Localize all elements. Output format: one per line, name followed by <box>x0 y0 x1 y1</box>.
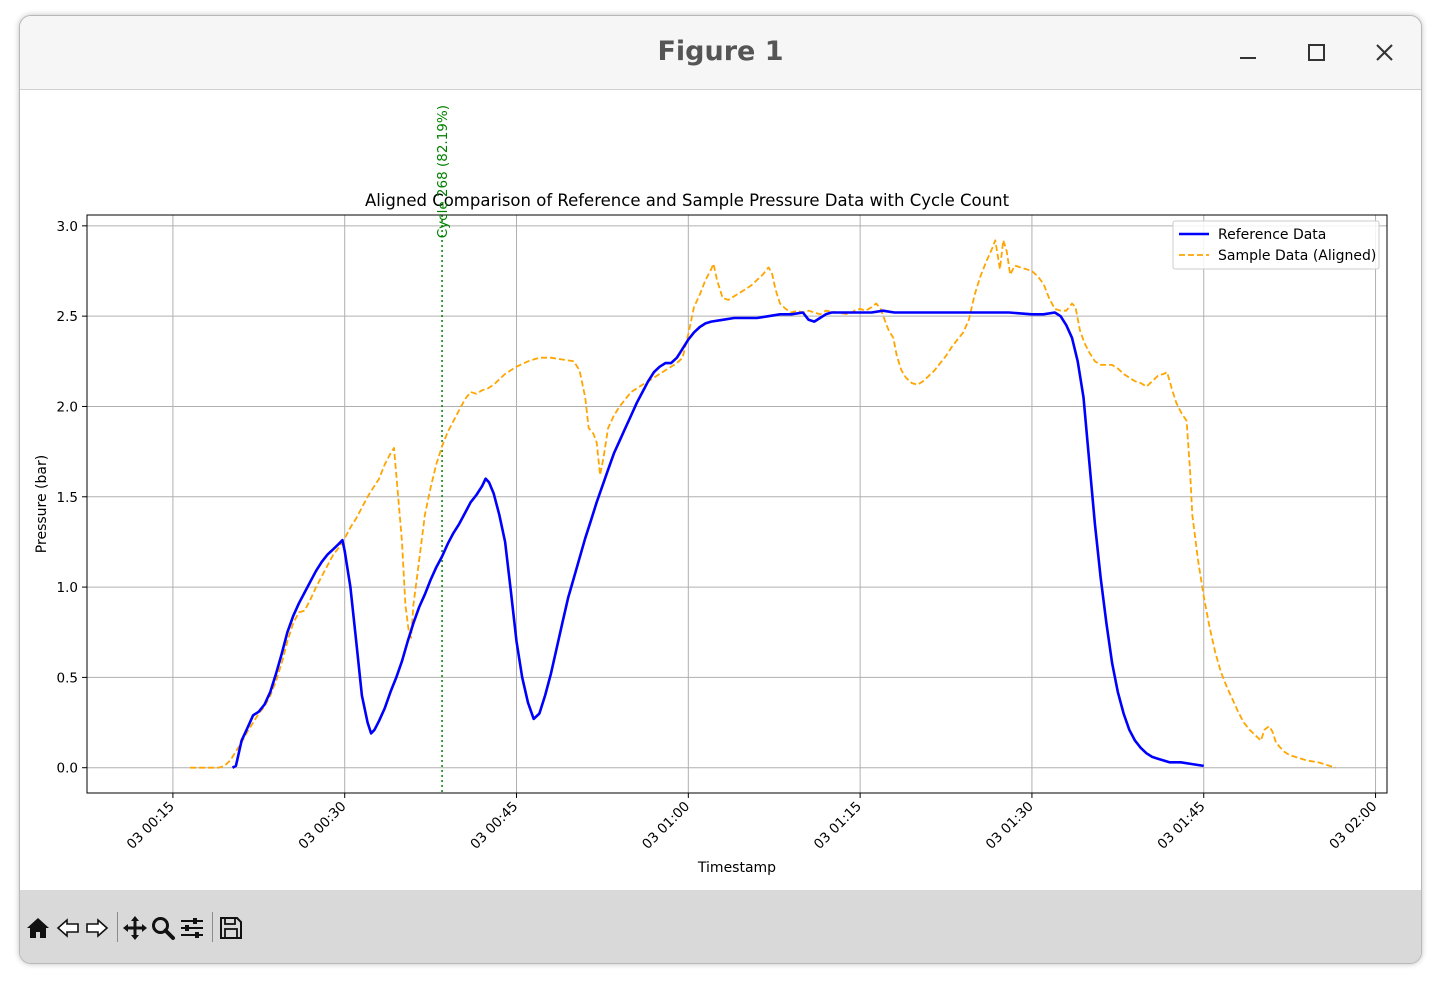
tick-group: 03 00:15 03 00:30 03 00:45 03 01:00 03 01:15… <box>57 219 1381 853</box>
x-tick-label: 03 02:00 <box>1326 799 1380 853</box>
figure-window: Figure 1 03 00:15 03 00:30 03 00:45 03 01:0… <box>19 15 1422 964</box>
back-icon[interactable] <box>55 915 81 941</box>
x-tick-label: 03 01:45 <box>1155 799 1209 853</box>
zoom-icon[interactable] <box>150 915 176 941</box>
y-tick-label: 0.0 <box>57 761 78 777</box>
toolbar-separator <box>212 912 213 942</box>
maximize-icon[interactable] <box>1301 38 1331 68</box>
y-tick-label: 2.0 <box>57 399 78 415</box>
configure-icon[interactable] <box>179 915 205 941</box>
pan-icon[interactable] <box>122 915 148 941</box>
y-tick-label: 3.0 <box>57 219 78 235</box>
navigation-toolbar <box>20 890 1421 963</box>
series-line-sample <box>190 239 1336 769</box>
x-axis-label: Timestamp <box>697 860 776 876</box>
legend-box <box>1172 220 1380 270</box>
x-tick-label: 03 01:30 <box>983 799 1037 853</box>
window-title: Figure 1 <box>657 36 784 67</box>
chart-canvas[interactable]: 03 00:15 03 00:30 03 00:45 03 01:00 03 01:15… <box>20 90 1421 890</box>
y-axis-label: Pressure (bar) <box>34 455 50 553</box>
y-tick-label: 1.0 <box>57 580 78 596</box>
save-icon[interactable] <box>218 915 244 941</box>
legend-label-sample: Sample Data (Aligned) <box>1218 248 1376 264</box>
forward-icon[interactable] <box>84 915 110 941</box>
x-tick-label: 03 00:45 <box>467 799 521 853</box>
close-icon[interactable] <box>1369 38 1399 68</box>
chart-title: Aligned Comparison of Reference and Samp… <box>365 191 1010 210</box>
y-tick-label: 1.5 <box>57 490 78 506</box>
series-group <box>190 239 1336 769</box>
legend-label-reference: Reference Data <box>1218 227 1326 243</box>
toolbar-separator <box>117 912 118 942</box>
minimize-icon[interactable] <box>1233 38 1263 68</box>
legend: Reference Data Sample Data (Aligned) <box>1172 220 1380 270</box>
y-tick-label: 2.5 <box>57 309 78 325</box>
grid <box>87 215 1387 793</box>
cycle-marker-label: Cycle 268 (82.19%) <box>435 105 451 238</box>
x-tick-label: 03 00:30 <box>296 799 350 853</box>
x-tick-label: 03 00:15 <box>124 799 178 853</box>
plot-frame <box>86 214 1388 794</box>
title-bar: Figure 1 <box>20 16 1421 90</box>
home-icon[interactable] <box>25 915 51 941</box>
y-tick-label: 0.5 <box>57 670 78 686</box>
series-line-reference <box>231 309 1204 769</box>
x-tick-label: 03 01:15 <box>811 799 865 853</box>
x-tick-label: 03 01:00 <box>639 799 693 853</box>
